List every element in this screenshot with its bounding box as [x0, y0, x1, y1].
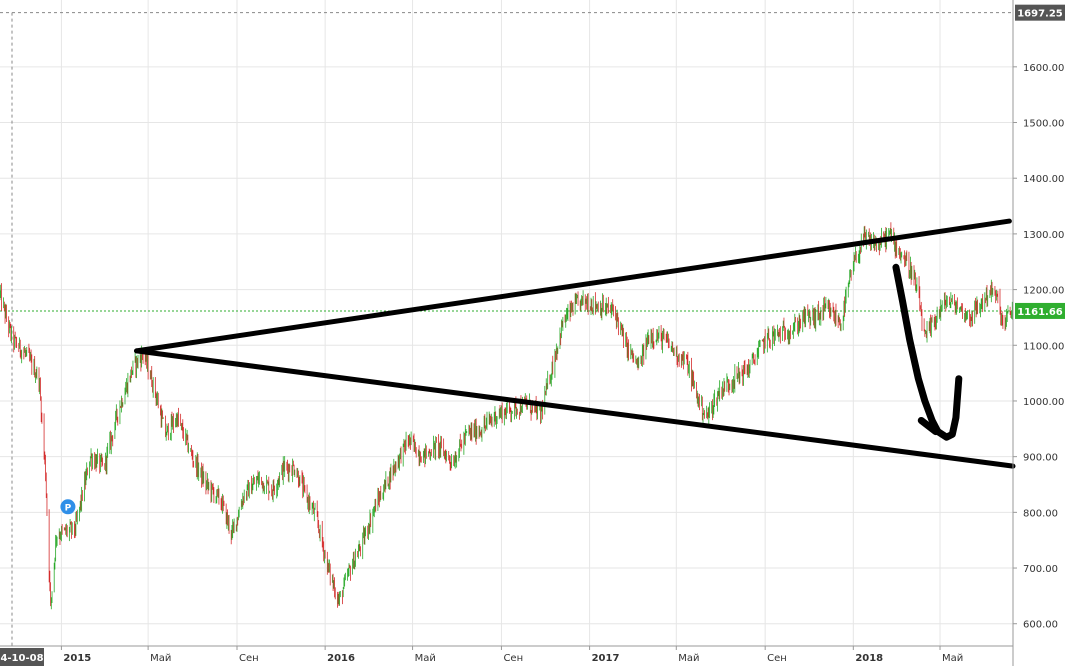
ytick-label: 700.00: [1023, 564, 1058, 575]
ytick-label: 1300.00: [1023, 230, 1064, 241]
ytick-label: 1100.00: [1023, 341, 1064, 352]
xtick-date-label: 4-10-08: [0, 653, 43, 664]
ytick-label: 900.00: [1023, 453, 1058, 464]
trendline: [134, 218, 1012, 354]
event-marker-label: P: [65, 503, 72, 513]
xtick-label: 2018: [855, 653, 883, 664]
xtick-label: Май: [415, 653, 436, 664]
trendline: [134, 348, 1016, 469]
xtick-label: Май: [678, 653, 699, 664]
max-price-box: [1015, 4, 1065, 21]
xtick-date-box: [0, 648, 44, 666]
xtick-label: Сен: [767, 653, 787, 664]
ytick-label: 800.00: [1023, 508, 1058, 519]
overlay-layer: P: [60, 218, 1016, 515]
xtick-label: 2016: [327, 653, 355, 664]
xtick-label: 2015: [63, 653, 91, 664]
xtick-label: Май: [942, 653, 963, 664]
ytick-label: 1000.00: [1023, 397, 1064, 408]
ytick-label: 1600.00: [1023, 63, 1064, 74]
xtick-label: Май: [150, 653, 171, 664]
xtick-label: Сен: [503, 653, 523, 664]
grid-layer: [0, 0, 1013, 646]
xtick-label: 2017: [592, 653, 620, 664]
ytick-label: 1200.00: [1023, 286, 1064, 297]
ytick-label: 1500.00: [1023, 119, 1064, 130]
last-price-box: [1015, 302, 1065, 319]
xtick-label: Сен: [239, 653, 259, 664]
last-price-label: 1161.66: [1017, 307, 1063, 318]
freehand-stroke: [917, 416, 940, 436]
ytick-label: 1400.00: [1023, 174, 1064, 185]
max-price-label: 1697.25: [1017, 9, 1063, 20]
freehand-arrow: [892, 263, 963, 441]
ytick-label: 600.00: [1023, 620, 1058, 631]
candle-layer: [0, 222, 1014, 610]
event-marker: [60, 499, 76, 515]
